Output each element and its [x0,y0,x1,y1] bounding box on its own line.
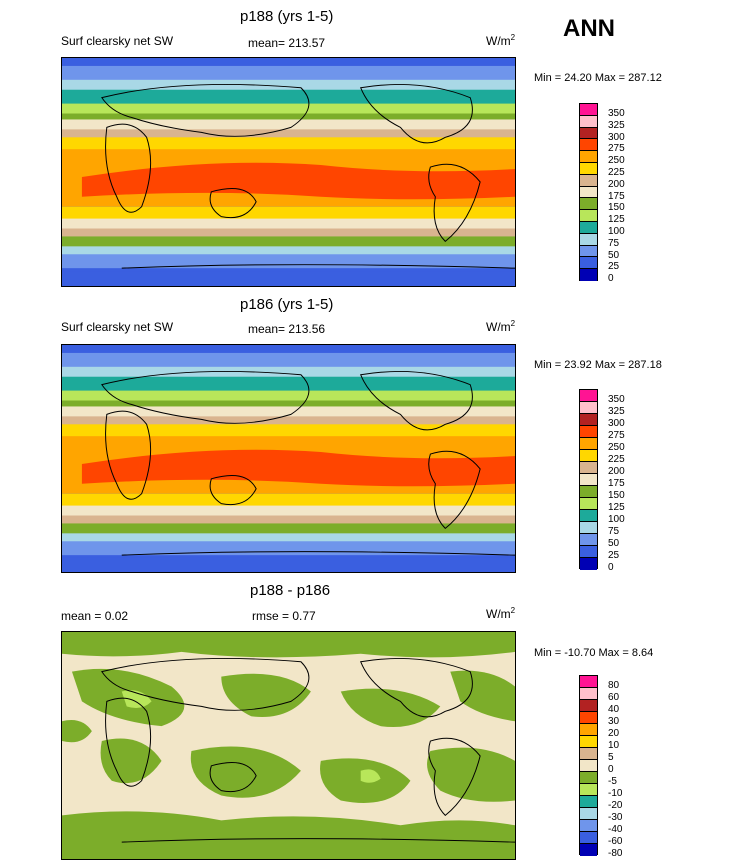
colorbar-tick-label: 25 [608,550,620,561]
colorbar-tick-label: -40 [608,824,623,835]
panel2-title: p186 (yrs 1-5) [240,296,334,313]
colorbar-tick-label: 350 [608,108,625,119]
colorbar-tick-label: 75 [608,237,620,249]
colorbar-tick-label: 60 [608,692,620,703]
colorbar-tick-label: -10 [608,788,623,799]
panel2-units: W/m2 [486,319,516,335]
panel2-field-label: Surf clearsky net SW [61,320,174,334]
colorbar-tick-label: 275 [608,430,625,441]
colorbar-tick-label: 350 [608,394,625,405]
colorbar-tick-label: 225 [608,454,625,465]
panel2-map [61,344,516,573]
colorbar-tick-label: 80 [608,680,620,691]
colorbar-tick-label: 225 [608,167,625,178]
season-label: ANN [563,15,615,42]
colorbar-tick-label: 300 [608,418,625,429]
colorbar-tick-label: 0 [608,273,614,285]
colorbar-tick-label: 0 [608,764,614,775]
colorbar-tick-label: 300 [608,131,625,143]
colorbar-tick-label: 200 [608,466,625,477]
colorbar-tick-label: 200 [608,178,625,190]
panel1-field-label: Surf clearsky net SW [61,34,174,48]
colorbar-tick-label: 150 [608,202,625,214]
colorbar-tick-label: -60 [608,836,623,847]
panel1-title: p188 (yrs 1-5) [240,8,334,25]
panel1-minmax: Min = 24.20 Max = 287.12 [534,72,662,84]
panel3-units: W/m2 [486,606,516,622]
panel3-map [61,631,516,860]
colorbar-tick-label: 50 [608,538,620,549]
colorbar-tick-label: 30 [608,716,620,727]
panel3-mean: mean = 0.02 [61,609,129,623]
colorbar-tick-label: -20 [608,800,623,811]
colorbar-tick-label: 100 [608,514,625,525]
colorbar-tick-label: 250 [608,442,625,453]
colorbar-tick-label: 75 [608,526,620,537]
panel1-units: W/m2 [486,33,516,49]
colorbar-tick-label: 125 [608,214,625,226]
colorbar-tick-label: 325 [608,119,625,131]
panel3-colorbar [579,675,598,856]
panel1-map [61,57,516,287]
panel3-rmse: rmse = 0.77 [252,609,316,623]
colorbar-tick-label: 20 [608,728,620,739]
colorbar-tick-label: 10 [608,740,620,751]
colorbar-tick-label: 100 [608,226,625,237]
panel3-minmax: Min = -10.70 Max = 8.64 [534,647,654,659]
panel2-minmax: Min = 23.92 Max = 287.18 [534,359,662,371]
colorbar-tick-label: 325 [608,406,625,417]
colorbar-tick-label: 175 [608,190,625,202]
panel2-colorbar [579,389,598,570]
colorbar-tick-label: 175 [608,478,625,489]
colorbar-tick-label: 275 [608,143,625,155]
colorbar-tick-label: -5 [608,776,617,787]
panel1-mean: mean= 213.57 [248,36,326,50]
colorbar-tick-label: 40 [608,704,620,715]
colorbar-tick-label: 0 [608,562,614,573]
colorbar-tick-label: 5 [608,752,614,763]
colorbar-tick-label: 125 [608,502,625,513]
colorbar-tick-label: 150 [608,490,625,501]
colorbar-tick-label: -80 [608,848,623,859]
panel1-colorbar [579,103,598,281]
colorbar-tick-label: 250 [608,155,625,167]
panel2-mean: mean= 213.56 [248,322,326,336]
colorbar-tick-label: 50 [608,249,620,261]
panel3-title: p188 - p186 [250,582,331,599]
colorbar-tick-label: 25 [608,261,620,273]
colorbar-tick-label: -30 [608,812,623,823]
